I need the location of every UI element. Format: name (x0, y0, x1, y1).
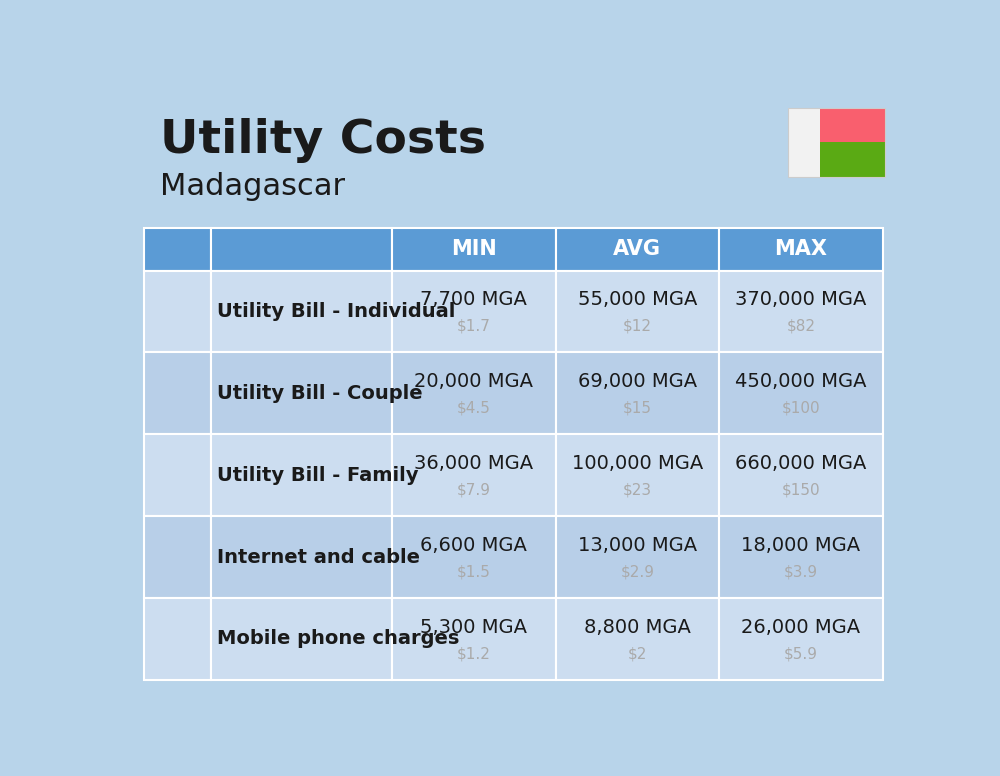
Text: 26,000 MGA: 26,000 MGA (741, 618, 861, 636)
FancyBboxPatch shape (144, 435, 211, 516)
Text: 6,600 MGA: 6,600 MGA (420, 535, 527, 555)
FancyBboxPatch shape (392, 271, 556, 352)
Text: 69,000 MGA: 69,000 MGA (578, 372, 697, 391)
FancyBboxPatch shape (211, 271, 392, 352)
FancyBboxPatch shape (144, 227, 211, 271)
Text: $1.7: $1.7 (457, 319, 491, 334)
Text: 5,300 MGA: 5,300 MGA (420, 618, 527, 636)
Text: 20,000 MGA: 20,000 MGA (414, 372, 533, 391)
FancyBboxPatch shape (719, 271, 883, 352)
FancyBboxPatch shape (211, 435, 392, 516)
Text: $23: $23 (623, 483, 652, 497)
Text: $15: $15 (623, 401, 652, 416)
FancyBboxPatch shape (820, 143, 885, 177)
FancyBboxPatch shape (211, 227, 392, 271)
Text: Utility Costs: Utility Costs (160, 118, 486, 163)
FancyBboxPatch shape (144, 516, 211, 598)
FancyBboxPatch shape (556, 598, 719, 680)
Text: 13,000 MGA: 13,000 MGA (578, 535, 697, 555)
Text: 18,000 MGA: 18,000 MGA (741, 535, 861, 555)
FancyBboxPatch shape (392, 227, 556, 271)
Text: $3.9: $3.9 (784, 564, 818, 580)
FancyBboxPatch shape (211, 516, 392, 598)
Text: 660,000 MGA: 660,000 MGA (735, 454, 867, 473)
Text: $2.9: $2.9 (620, 564, 654, 580)
Text: AVG: AVG (613, 239, 661, 259)
FancyBboxPatch shape (788, 108, 820, 177)
FancyBboxPatch shape (556, 227, 719, 271)
FancyBboxPatch shape (211, 598, 392, 680)
Text: $100: $100 (782, 401, 820, 416)
FancyBboxPatch shape (556, 352, 719, 435)
Text: $2: $2 (628, 646, 647, 661)
FancyBboxPatch shape (392, 352, 556, 435)
FancyBboxPatch shape (556, 271, 719, 352)
FancyBboxPatch shape (144, 598, 211, 680)
FancyBboxPatch shape (820, 108, 885, 143)
Text: $150: $150 (782, 483, 820, 497)
FancyBboxPatch shape (144, 352, 211, 435)
Text: $5.9: $5.9 (784, 646, 818, 661)
Text: 36,000 MGA: 36,000 MGA (414, 454, 533, 473)
Text: $1.5: $1.5 (457, 564, 491, 580)
FancyBboxPatch shape (392, 598, 556, 680)
Text: Utility Bill - Couple: Utility Bill - Couple (217, 384, 422, 403)
Text: Mobile phone charges: Mobile phone charges (217, 629, 459, 649)
Text: MAX: MAX (774, 239, 827, 259)
Text: Internet and cable: Internet and cable (217, 548, 420, 566)
Text: 450,000 MGA: 450,000 MGA (735, 372, 867, 391)
FancyBboxPatch shape (719, 516, 883, 598)
FancyBboxPatch shape (211, 352, 392, 435)
Text: $7.9: $7.9 (457, 483, 491, 497)
Text: 7,700 MGA: 7,700 MGA (420, 290, 527, 309)
FancyBboxPatch shape (392, 516, 556, 598)
FancyBboxPatch shape (144, 271, 211, 352)
FancyBboxPatch shape (556, 435, 719, 516)
Text: Madagascar: Madagascar (160, 172, 345, 201)
Text: 8,800 MGA: 8,800 MGA (584, 618, 691, 636)
Text: Utility Bill - Individual: Utility Bill - Individual (217, 302, 455, 321)
Text: Utility Bill - Family: Utility Bill - Family (217, 466, 418, 485)
Text: $4.5: $4.5 (457, 401, 491, 416)
FancyBboxPatch shape (719, 227, 883, 271)
FancyBboxPatch shape (719, 435, 883, 516)
FancyBboxPatch shape (719, 598, 883, 680)
FancyBboxPatch shape (719, 352, 883, 435)
Text: $12: $12 (623, 319, 652, 334)
FancyBboxPatch shape (556, 516, 719, 598)
FancyBboxPatch shape (392, 435, 556, 516)
Text: 55,000 MGA: 55,000 MGA (578, 290, 697, 309)
Text: $1.2: $1.2 (457, 646, 491, 661)
Text: MIN: MIN (451, 239, 497, 259)
Text: $82: $82 (786, 319, 815, 334)
Text: 370,000 MGA: 370,000 MGA (735, 290, 867, 309)
Text: 100,000 MGA: 100,000 MGA (572, 454, 703, 473)
